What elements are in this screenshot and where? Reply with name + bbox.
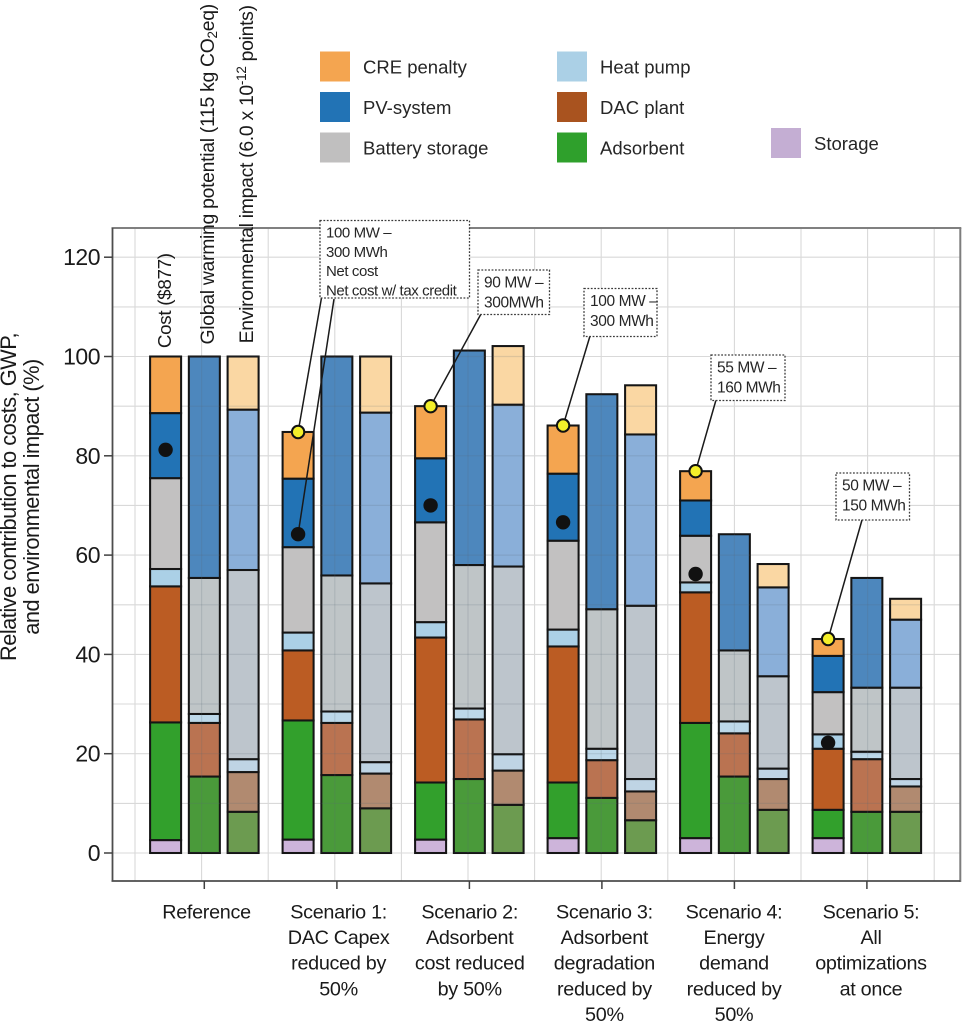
svg-text:demand: demand <box>699 953 769 975</box>
svg-text:0: 0 <box>88 840 100 866</box>
svg-text:at once: at once <box>840 978 903 1000</box>
svg-text:Adsorbent: Adsorbent <box>561 927 649 949</box>
svg-text:120: 120 <box>63 244 100 270</box>
svg-text:Adsorbent: Adsorbent <box>600 138 684 159</box>
svg-text:300 MWh: 300 MWh <box>326 244 387 261</box>
svg-text:reduced by: reduced by <box>557 978 652 1000</box>
svg-text:PV-system: PV-system <box>363 97 451 118</box>
svg-text:CRE penalty: CRE penalty <box>363 57 468 78</box>
svg-text:Environmental impact (6.0 x 10: Environmental impact (6.0 x 10-12 points… <box>234 5 258 343</box>
svg-text:55 MW –: 55 MW – <box>717 360 777 377</box>
svg-text:Storage: Storage <box>814 133 879 154</box>
svg-text:Scenario 4:: Scenario 4: <box>686 901 783 923</box>
svg-text:150 MWh: 150 MWh <box>842 498 906 515</box>
svg-text:50%: 50% <box>319 978 358 1000</box>
svg-text:40: 40 <box>75 641 100 667</box>
svg-text:50%: 50% <box>585 1004 624 1024</box>
svg-text:DAC plant: DAC plant <box>600 97 684 118</box>
svg-text:160 MWh: 160 MWh <box>717 380 781 397</box>
svg-text:100 MW –: 100 MW – <box>590 293 658 310</box>
svg-text:All: All <box>860 927 881 949</box>
svg-text:DAC Capex: DAC Capex <box>288 927 390 949</box>
svg-text:Scenario 5:: Scenario 5: <box>823 901 920 923</box>
svg-text:Global warming potential (115: Global warming potential (115 kg CO2eq) <box>197 4 220 344</box>
svg-text:degradation: degradation <box>554 953 655 975</box>
svg-text:60: 60 <box>75 542 100 568</box>
svg-text:20: 20 <box>75 741 100 767</box>
svg-text:Scenario 2:: Scenario 2: <box>421 901 518 923</box>
svg-text:reduced by: reduced by <box>687 978 782 1000</box>
svg-text:90 MW –: 90 MW – <box>484 275 544 292</box>
svg-text:Cost ($877): Cost ($877) <box>154 253 175 348</box>
svg-text:100 MW –: 100 MW – <box>326 225 392 242</box>
svg-text:50%: 50% <box>715 1004 754 1024</box>
svg-text:300 MWh: 300 MWh <box>590 313 654 330</box>
svg-text:100: 100 <box>63 344 100 370</box>
svg-text:80: 80 <box>75 443 100 469</box>
svg-text:Battery storage: Battery storage <box>363 138 488 159</box>
svg-text:reduced by: reduced by <box>291 953 386 975</box>
svg-text:Energy: Energy <box>704 927 765 949</box>
svg-text:cost reduced: cost reduced <box>415 953 525 975</box>
svg-text:300MWh: 300MWh <box>484 295 544 312</box>
svg-text:50 MW –: 50 MW – <box>842 478 902 495</box>
svg-text:optimizations: optimizations <box>815 953 927 975</box>
svg-text:Relative contribution to costs: Relative contribution to costs, GWP, <box>0 333 21 661</box>
svg-text:and environmental impact (%): and environmental impact (%) <box>19 359 44 635</box>
svg-text:Scenario 3:: Scenario 3: <box>556 901 653 923</box>
svg-text:Net cost: Net cost <box>326 263 379 280</box>
svg-text:by 50%: by 50% <box>438 978 502 1000</box>
svg-text:Scenario 1:: Scenario 1: <box>290 901 387 923</box>
svg-text:Adsorbent: Adsorbent <box>426 927 514 949</box>
svg-text:Heat pump: Heat pump <box>600 57 691 78</box>
svg-text:Reference: Reference <box>162 901 251 923</box>
svg-text:Net cost w/ tax credit: Net cost w/ tax credit <box>326 282 458 299</box>
